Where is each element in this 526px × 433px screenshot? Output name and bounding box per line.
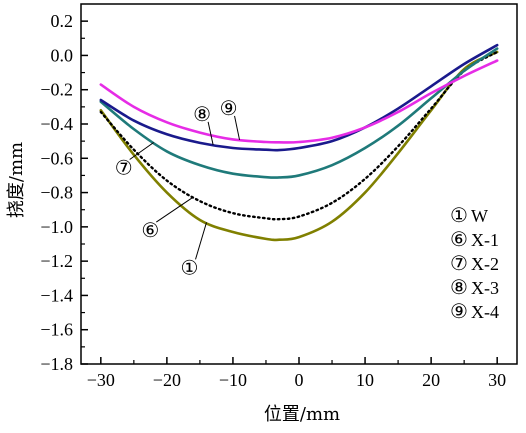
legend-mark: ⑦	[450, 251, 468, 275]
annotation-label-x-4: ⑨	[220, 96, 238, 120]
series-line-x-1	[99, 50, 499, 221]
y-tick-label: 0.2	[51, 11, 74, 31]
series-layer	[99, 43, 499, 242]
y-tick-label: −1.2	[40, 251, 73, 271]
y-tick-label: −1.6	[40, 320, 73, 340]
x-tick-label: −10	[219, 370, 247, 390]
x-tick-label: 20	[422, 370, 440, 390]
legend-label: X-3	[471, 278, 499, 298]
series-line-x-4	[99, 59, 499, 144]
annotation-leader	[207, 121, 214, 146]
legend-label: X-2	[471, 254, 499, 274]
x-tick-label: −30	[87, 370, 115, 390]
y-tick-label: 0.0	[51, 45, 74, 65]
annotation-label-w: ①	[181, 255, 199, 279]
tick-labels: −30 −20 −10 0 10 20 30 0.2 0.0 −0.2 −0.4 −0.6 −0.8 −1…	[40, 11, 506, 390]
y-tick-label: −0.6	[40, 148, 73, 168]
legend-item: ⑧ X-3	[450, 275, 499, 299]
y-tick-label: −0.2	[40, 80, 73, 100]
annotation-leader	[156, 196, 194, 223]
axis-ticks	[81, 20, 498, 365]
y-tick-label: −1.4	[40, 285, 73, 305]
x-tick-label: 30	[488, 370, 506, 390]
x-tick-label: 10	[356, 370, 374, 390]
annotation-leader	[234, 115, 241, 141]
annotation-leader	[129, 142, 154, 160]
x-tick-label: 0	[295, 370, 304, 390]
annotation-leader	[195, 222, 207, 260]
legend-label: X-4	[471, 302, 499, 322]
y-axis-title: 挠度/mm	[6, 142, 27, 218]
legend-label: W	[471, 206, 488, 226]
y-tick-label: −0.4	[40, 114, 73, 134]
y-tick-label: −1.8	[40, 354, 73, 374]
legend-label: X-1	[471, 230, 499, 250]
series-line-x-2	[99, 47, 499, 179]
legend-mark: ⑧	[450, 275, 468, 299]
annotation-layer: ⑧ ⑨ ⑦ ⑥①	[115, 96, 241, 279]
annotation-label-x-3: ⑧	[193, 102, 211, 126]
annotation-label-x-2: ⑦	[115, 156, 133, 180]
x-axis-title: 位置/mm	[264, 404, 340, 425]
y-tick-label: −1.0	[40, 217, 73, 237]
legend-mark: ①	[450, 203, 468, 227]
legend-mark: ⑨	[450, 299, 468, 323]
legend-item: ⑦ X-2	[450, 251, 499, 275]
legend-mark: ⑥	[450, 227, 468, 251]
series-line-x-3	[99, 43, 499, 152]
x-tick-label: −20	[153, 370, 181, 390]
series-line-w	[99, 50, 499, 242]
legend: ① W⑥ X-1⑦ X-2⑧ X-3⑨ X-4	[450, 203, 499, 323]
annotation-label-x-1: ⑥	[141, 218, 159, 242]
y-tick-label: −0.8	[40, 183, 73, 203]
legend-item: ⑨ X-4	[450, 299, 499, 323]
legend-item: ⑥ X-1	[450, 227, 499, 251]
